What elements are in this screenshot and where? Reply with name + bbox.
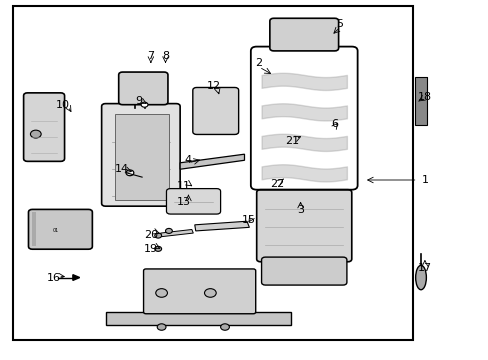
Text: 21: 21 bbox=[285, 136, 299, 146]
Text: 20: 20 bbox=[143, 230, 158, 239]
Circle shape bbox=[30, 130, 41, 138]
Text: 9: 9 bbox=[135, 96, 142, 106]
FancyBboxPatch shape bbox=[261, 257, 346, 285]
FancyBboxPatch shape bbox=[256, 190, 351, 262]
Bar bbox=[13, 6, 412, 339]
FancyBboxPatch shape bbox=[269, 18, 338, 51]
Text: 11: 11 bbox=[176, 181, 190, 192]
Text: 7: 7 bbox=[147, 51, 154, 61]
Circle shape bbox=[204, 289, 216, 297]
Bar bbox=[414, 77, 427, 126]
Text: 15: 15 bbox=[241, 215, 255, 225]
Text: 12: 12 bbox=[207, 81, 221, 91]
FancyBboxPatch shape bbox=[23, 93, 64, 161]
Text: 16: 16 bbox=[46, 273, 60, 283]
Circle shape bbox=[156, 289, 167, 297]
Text: 19: 19 bbox=[143, 244, 158, 254]
Text: 17: 17 bbox=[417, 263, 431, 273]
FancyBboxPatch shape bbox=[28, 210, 92, 249]
Text: 14: 14 bbox=[114, 164, 128, 174]
Polygon shape bbox=[194, 221, 249, 231]
Circle shape bbox=[165, 228, 172, 233]
Text: 22: 22 bbox=[270, 179, 284, 189]
Text: 5: 5 bbox=[335, 19, 343, 29]
Bar bbox=[105, 312, 290, 325]
Polygon shape bbox=[180, 154, 244, 169]
FancyBboxPatch shape bbox=[166, 189, 220, 214]
Polygon shape bbox=[73, 275, 80, 280]
Text: 2: 2 bbox=[255, 58, 262, 68]
Circle shape bbox=[141, 102, 148, 107]
FancyBboxPatch shape bbox=[102, 104, 180, 206]
Text: 01: 01 bbox=[53, 228, 59, 233]
Text: 3: 3 bbox=[297, 206, 304, 216]
Text: 8: 8 bbox=[162, 51, 169, 61]
Polygon shape bbox=[160, 229, 193, 237]
Text: 18: 18 bbox=[417, 92, 431, 102]
Circle shape bbox=[155, 246, 161, 251]
Text: 1: 1 bbox=[421, 175, 427, 185]
Text: 10: 10 bbox=[56, 100, 70, 110]
Circle shape bbox=[155, 233, 161, 238]
Text: 6: 6 bbox=[330, 120, 338, 129]
FancyBboxPatch shape bbox=[119, 72, 167, 105]
Circle shape bbox=[220, 324, 229, 330]
Bar bbox=[32, 212, 36, 246]
Ellipse shape bbox=[415, 265, 426, 290]
Text: 13: 13 bbox=[176, 197, 190, 207]
Text: 4: 4 bbox=[184, 155, 192, 165]
FancyBboxPatch shape bbox=[192, 87, 238, 134]
Circle shape bbox=[126, 170, 134, 176]
Circle shape bbox=[157, 324, 165, 330]
Bar bbox=[115, 114, 168, 200]
FancyBboxPatch shape bbox=[143, 269, 255, 314]
